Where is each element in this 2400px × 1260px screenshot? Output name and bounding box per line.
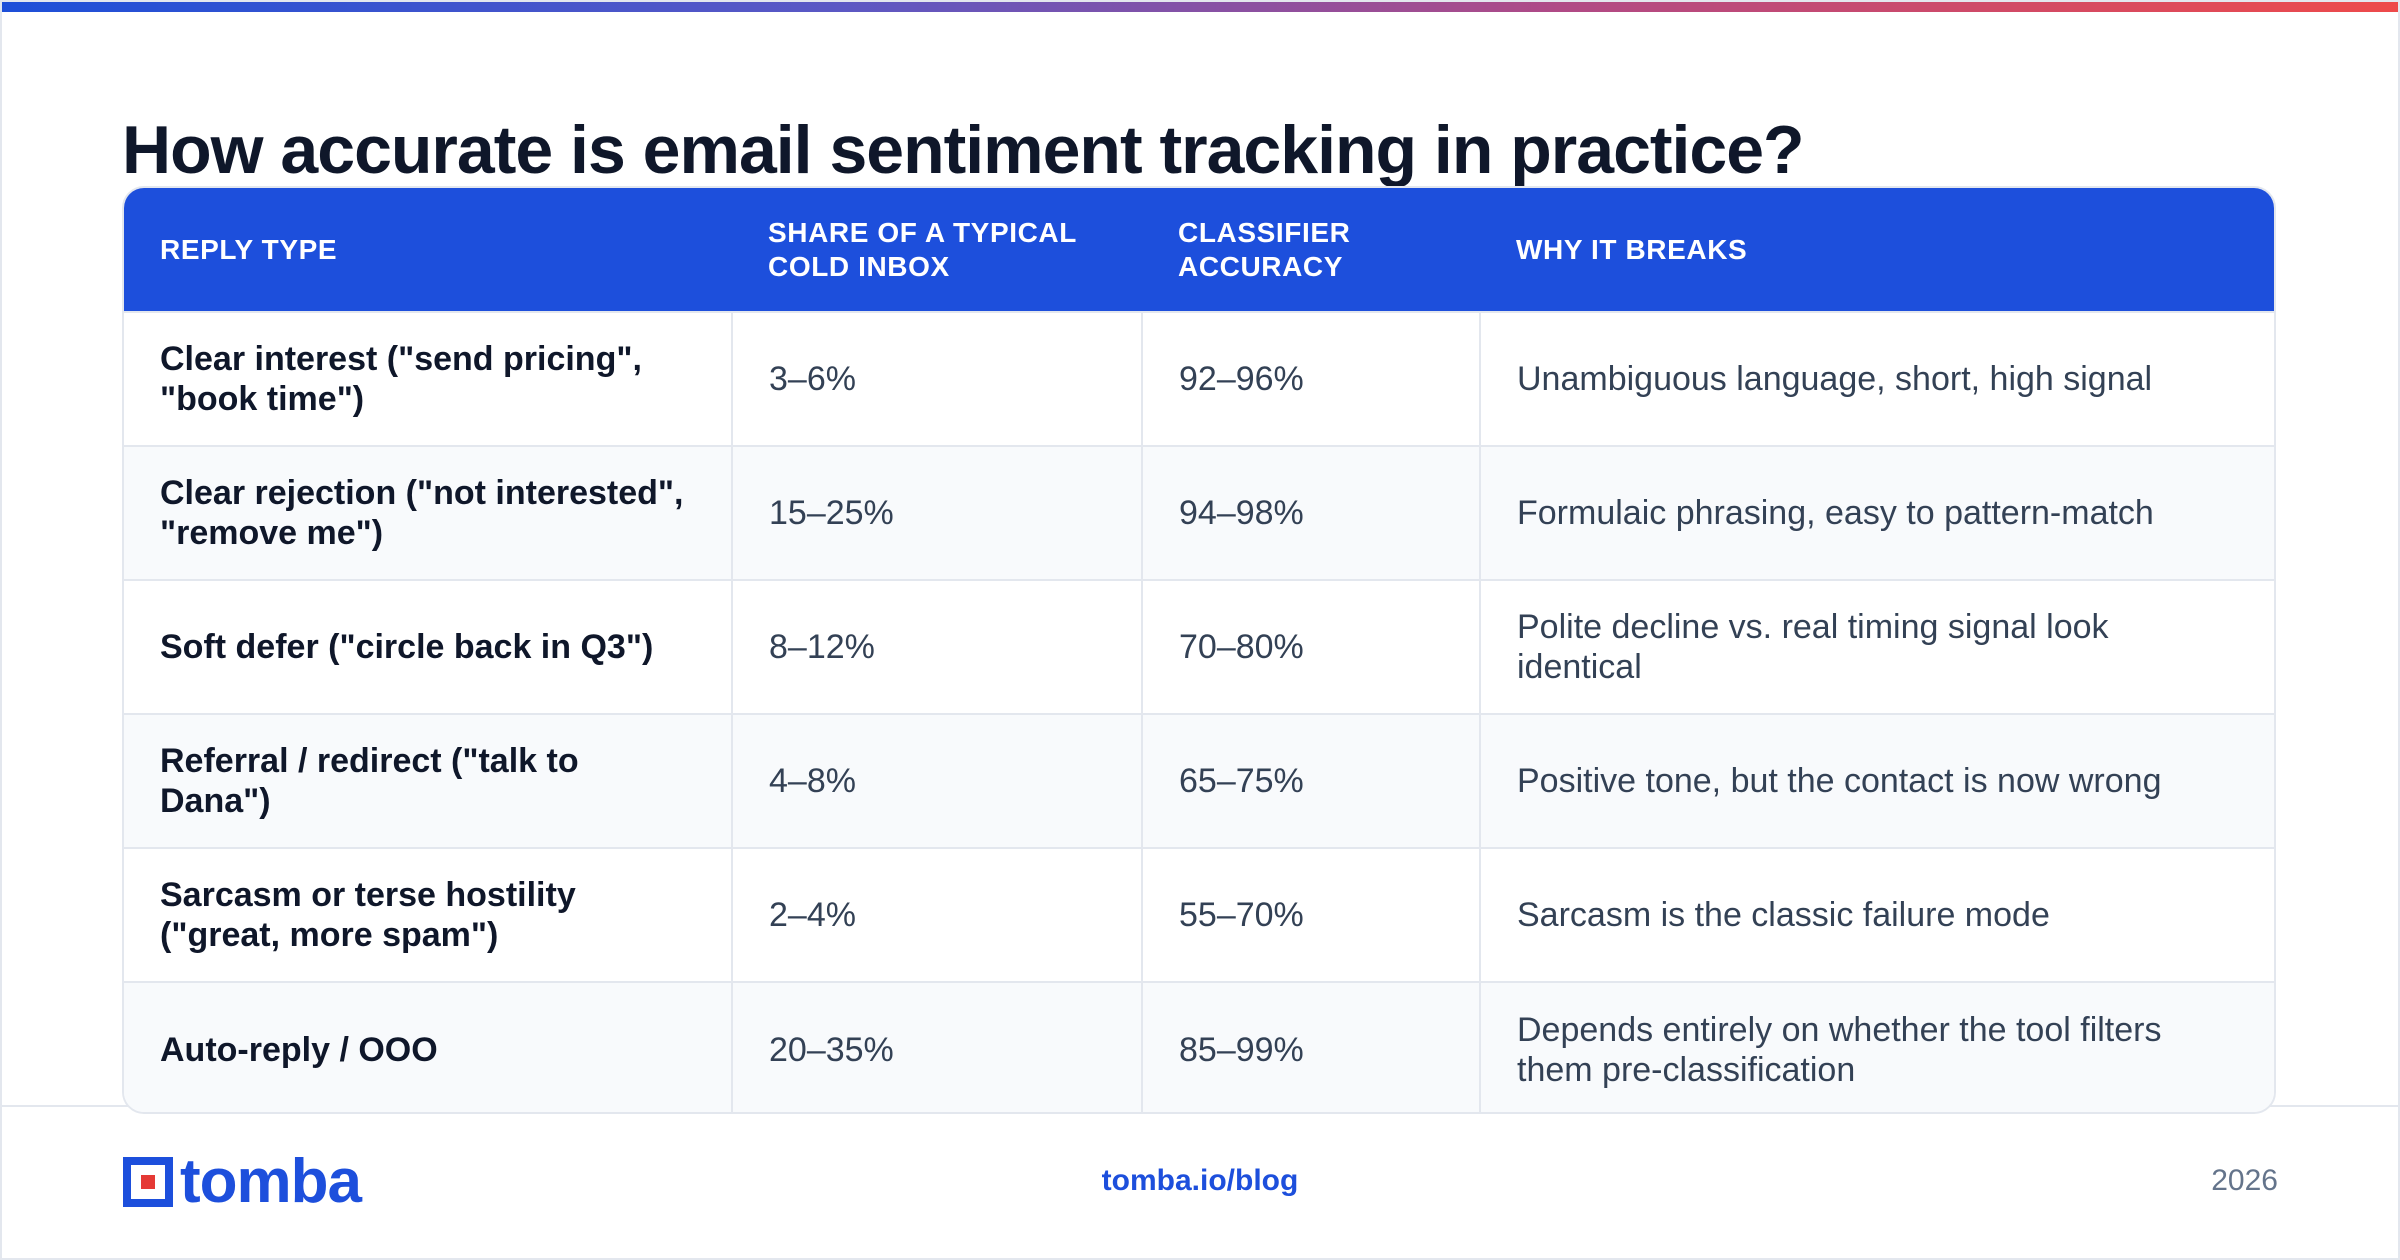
cell-accuracy: 92–96%: [1141, 311, 1480, 446]
cell-accuracy: 94–98%: [1141, 445, 1480, 580]
cell-share: 15–25%: [731, 445, 1142, 580]
table-row: Clear interest ("send pricing", "book ti…: [124, 311, 2274, 446]
header-reply-type: REPLY TYPE: [160, 233, 338, 265]
cell-reply-type: Clear rejection ("not interested", "remo…: [124, 445, 732, 580]
cell-share: 20–35%: [731, 981, 1142, 1112]
cell-accuracy: 85–99%: [1141, 981, 1480, 1112]
blog-link[interactable]: tomba.io/blog: [1101, 1164, 1299, 1197]
tomba-square-logo-icon: [123, 1157, 173, 1207]
header-why-it-breaks: WHY IT BREAKS: [1516, 233, 1748, 265]
cell-reply-type: Sarcasm or terse hostility ("great, more…: [124, 847, 732, 982]
table-row: Sarcasm or terse hostility ("great, more…: [124, 847, 2274, 982]
cell-share: 4–8%: [731, 713, 1142, 848]
cell-why: Positive tone, but the contact is now wr…: [1479, 713, 2274, 848]
cell-accuracy: 55–70%: [1141, 847, 1480, 982]
table-row: Auto-reply / OOO 20–35% 85–99% Depends e…: [124, 981, 2274, 1112]
table-row: Soft defer ("circle back in Q3") 8–12% 7…: [124, 579, 2274, 714]
cell-reply-type: Referral / redirect ("talk to Dana"): [124, 713, 732, 848]
footer-year: 2026: [2211, 1164, 2278, 1197]
cell-reply-type: Auto-reply / OOO: [124, 981, 732, 1112]
table-header-row: REPLY TYPE SHARE OF A TYPICAL COLD INBOX…: [124, 188, 2274, 312]
page-title: How accurate is email sentiment tracking…: [122, 112, 1805, 188]
table-row: Clear rejection ("not interested", "remo…: [124, 445, 2274, 580]
cell-reply-type: Clear interest ("send pricing", "book ti…: [124, 311, 732, 446]
header-share: SHARE OF A TYPICAL COLD INBOX: [768, 216, 1077, 282]
cell-why: Polite decline vs. real timing signal lo…: [1479, 579, 2274, 714]
sentiment-accuracy-table: REPLY TYPE SHARE OF A TYPICAL COLD INBOX…: [124, 188, 2274, 1112]
header-accuracy: CLASSIFIER ACCURACY: [1178, 216, 1351, 282]
cell-why: Formulaic phrasing, easy to pattern-matc…: [1479, 445, 2274, 580]
cell-why: Unambiguous language, short, high signal: [1479, 311, 2274, 446]
cell-why: Depends entirely on whether the tool fil…: [1479, 981, 2274, 1112]
tomba-logo[interactable]: tomba: [122, 1147, 362, 1216]
cell-share: 3–6%: [731, 311, 1142, 446]
cell-accuracy: 65–75%: [1141, 713, 1480, 848]
top-gradient-bar: [0, 0, 2400, 12]
logo-text: tomba: [180, 1147, 362, 1216]
cell-share: 2–4%: [731, 847, 1142, 982]
cell-accuracy: 70–80%: [1141, 579, 1480, 714]
comparison-table-card: REPLY TYPE SHARE OF A TYPICAL COLD INBOX…: [122, 186, 2276, 1114]
table-row: Referral / redirect ("talk to Dana") 4–8…: [124, 713, 2274, 848]
cell-reply-type: Soft defer ("circle back in Q3"): [124, 579, 732, 714]
cell-share: 8–12%: [731, 579, 1142, 714]
cell-why: Sarcasm is the classic failure mode: [1479, 847, 2274, 982]
